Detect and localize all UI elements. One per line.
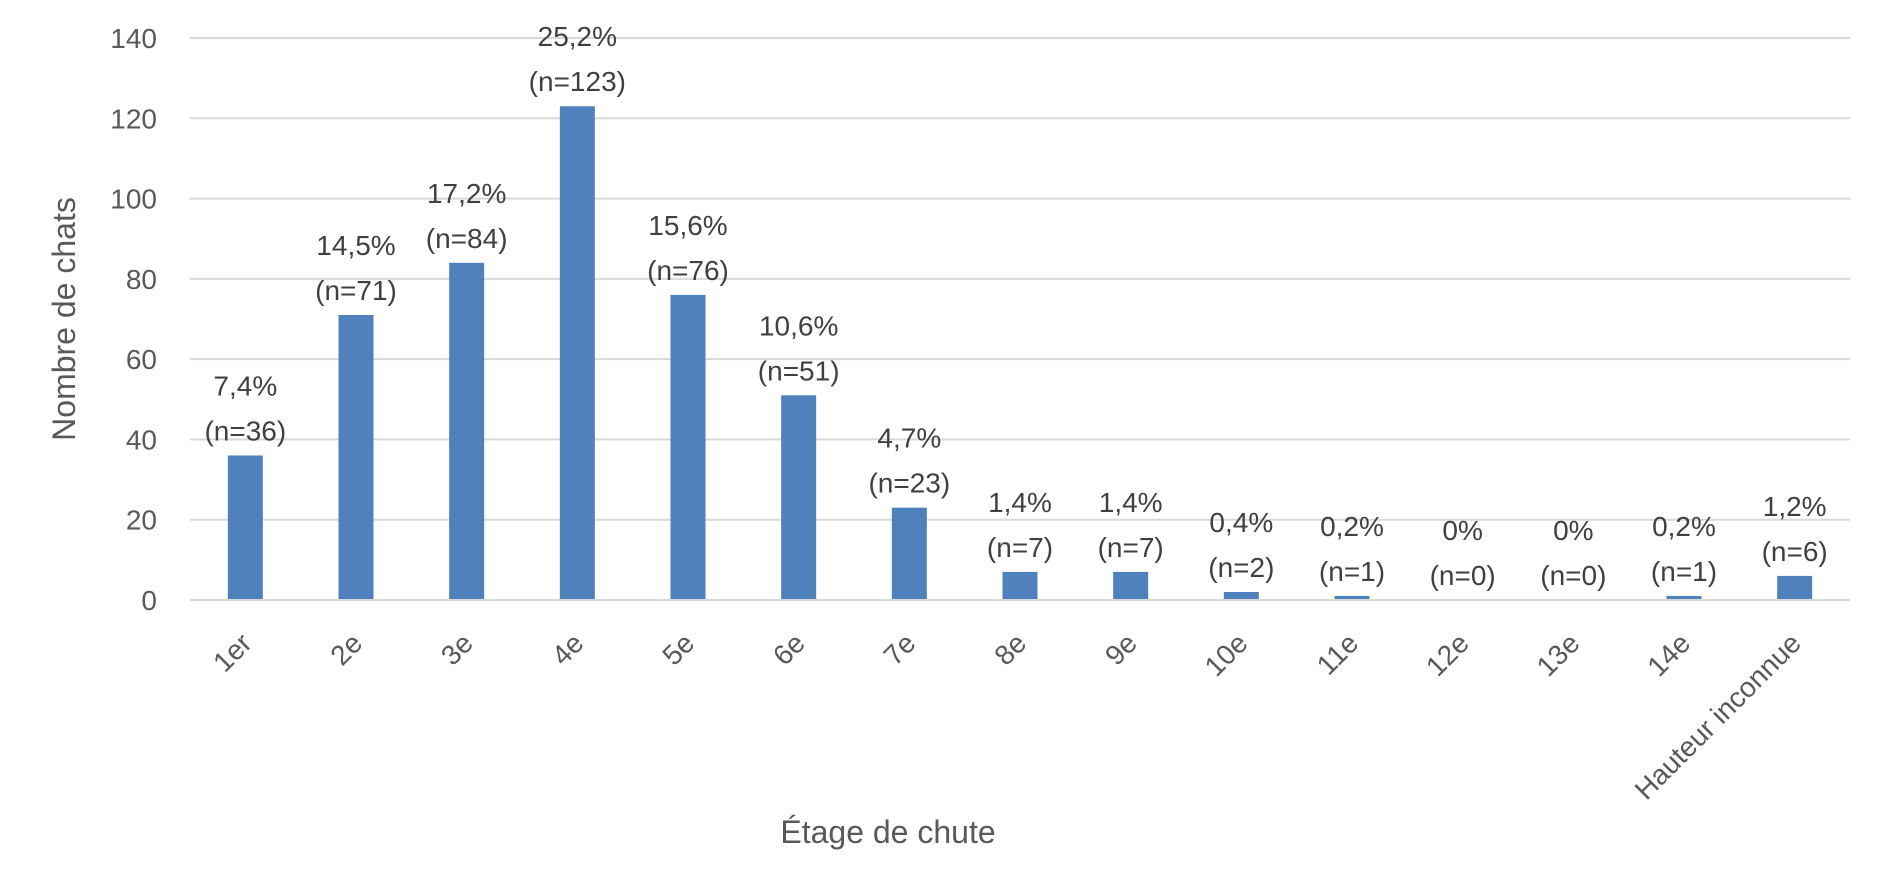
x-tick-label: 5e	[656, 627, 700, 671]
data-label-percent: 0%	[1553, 515, 1593, 546]
data-label-percent: 0,2%	[1652, 511, 1716, 542]
x-tick-label: 14e	[1641, 627, 1696, 682]
x-tick-label: 9e	[1099, 627, 1143, 671]
data-labels: 7,4% (n=36) 14,5% (n=71) 17,2% (n=84) 25,2% (n=…	[204, 21, 1827, 591]
data-label-count: (n=2)	[1208, 552, 1274, 583]
data-label-percent: 1,4%	[988, 487, 1052, 518]
y-axis-ticks: 0 20 40 60 80 100 120 140	[110, 23, 157, 616]
y-tick-label: 100	[110, 184, 157, 215]
data-label-count: (n=0)	[1540, 560, 1606, 591]
y-tick-label: 140	[110, 23, 157, 54]
x-axis-title: Étage de chute	[780, 814, 995, 850]
y-tick-label: 40	[126, 424, 157, 455]
data-label-count: (n=23)	[868, 468, 950, 499]
bar	[1002, 571, 1038, 600]
bar	[227, 455, 263, 600]
y-tick-label: 0	[141, 585, 157, 616]
x-axis-ticks: 1er 2e 3e 4e 5e 6e 7e 8e 9e 10e 11e 12e 13e 14eHauteu…	[207, 627, 1807, 805]
x-tick-label: 10e	[1199, 627, 1254, 682]
gridlines	[190, 37, 1850, 521]
y-tick-label: 20	[126, 505, 157, 536]
bar	[1777, 575, 1813, 600]
bar	[1223, 591, 1259, 600]
data-label-percent: 14,5%	[316, 230, 395, 261]
bar	[670, 294, 706, 600]
data-label-count: (n=1)	[1319, 556, 1385, 587]
x-tick-label: 1er	[207, 627, 258, 678]
data-label-count: (n=76)	[647, 255, 729, 286]
y-tick-label: 60	[126, 344, 157, 375]
data-label-percent: 7,4%	[213, 370, 277, 401]
y-tick-label: 80	[126, 264, 157, 295]
x-tick-label: 6e	[767, 627, 811, 671]
data-label-percent: 15,6%	[648, 210, 727, 241]
data-label-count: (n=71)	[315, 275, 397, 306]
data-label-count: (n=0)	[1430, 560, 1496, 591]
data-label-percent: 25,2%	[538, 21, 617, 52]
data-label-count: (n=36)	[204, 415, 286, 446]
x-tick-label: 2e	[324, 627, 368, 671]
bar	[1113, 571, 1149, 600]
data-label-count: (n=51)	[758, 355, 840, 386]
bars	[227, 106, 1813, 600]
y-axis-title: Nombre de chats	[46, 197, 82, 441]
bar	[559, 106, 595, 600]
data-label-percent: 0,4%	[1209, 507, 1273, 538]
x-tick-label: 8e	[988, 627, 1032, 671]
bar	[781, 395, 817, 600]
x-tick-label: 3e	[435, 627, 479, 671]
x-tick-label: 4e	[546, 627, 590, 671]
data-label-count: (n=7)	[987, 532, 1053, 563]
bar	[338, 314, 374, 600]
bar	[1334, 595, 1370, 600]
data-label-count: (n=1)	[1651, 556, 1717, 587]
data-label-count: (n=7)	[1098, 532, 1164, 563]
data-label-percent: 0%	[1442, 515, 1482, 546]
x-tick-label: 7e	[878, 627, 922, 671]
bar	[449, 262, 485, 600]
x-tick-label: 13e	[1531, 627, 1586, 682]
data-label-percent: 1,4%	[1099, 487, 1163, 518]
data-label-percent: 17,2%	[427, 178, 506, 209]
data-label-count: (n=84)	[426, 223, 508, 254]
bar	[891, 507, 927, 600]
bar	[1666, 595, 1702, 600]
data-label-percent: 0,2%	[1320, 511, 1384, 542]
data-label-count: (n=123)	[529, 66, 626, 97]
x-tick-label: 12e	[1420, 627, 1475, 682]
data-label-percent: 1,2%	[1763, 491, 1827, 522]
data-label-percent: 4,7%	[877, 423, 941, 454]
data-label-count: (n=6)	[1762, 536, 1828, 567]
y-tick-label: 120	[110, 103, 157, 134]
x-tick-label: 11e	[1311, 627, 1364, 680]
data-label-percent: 10,6%	[759, 310, 838, 341]
